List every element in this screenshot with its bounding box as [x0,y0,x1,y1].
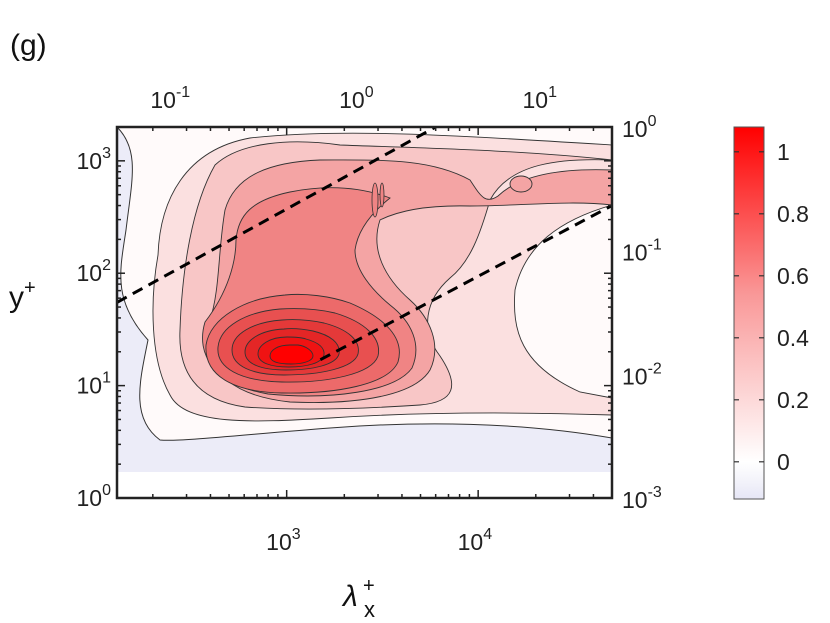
right-tick-label: 10-3 [622,484,662,513]
y-tick-labels: 100 101 102 103 [77,145,112,511]
x-axis-label-sub: x [364,597,375,622]
right-tick-label: 10-1 [622,237,662,266]
y-axis-label: y+ [9,277,36,314]
top-tick-labels: 10-1 100 101 [150,84,557,113]
contour-level-10 [269,344,314,365]
dashed-reference-line [117,127,437,304]
right-tick-labels: 100 10-1 10-2 10-3 [622,113,662,513]
top-tick-label: 100 [339,84,374,113]
tick-marks [117,126,613,499]
low-band [117,472,612,498]
contour-streak [371,182,379,218]
colorbar-tick-label: 0 [777,449,790,475]
colorbar-tick-label: 0.4 [777,325,809,351]
contour-fill [117,127,612,472]
colorbar-tick-label: 0.2 [777,387,809,413]
panel-label: (g) [10,29,47,62]
x-tick-label: 104 [458,526,493,555]
contour-island [509,175,533,193]
reference-lines [117,127,612,362]
colorbar-tick-label: 0.8 [777,201,809,227]
right-tick-label: 100 [622,113,657,142]
colorbar-tick-label: 0.6 [777,263,809,289]
colorbar [733,126,765,500]
y-tick-label: 100 [77,482,112,511]
y-tick-label: 103 [77,145,112,174]
y-tick-label: 101 [77,370,112,399]
top-tick-label: 101 [523,84,558,113]
x-tick-label: 103 [266,526,301,555]
x-tick-labels: 103 104 [266,526,492,555]
right-tick-label: 10-2 [622,360,662,389]
y-tick-label: 102 [77,257,112,286]
colorbar-tick-label: 1 [777,139,790,165]
contour-streak [379,182,385,208]
plot-frame [115,125,614,500]
dashed-reference-line [319,204,612,362]
x-axis-label: λ [341,580,358,613]
colorbar-ticks [734,151,764,463]
x-axis-label-sup: + [363,575,375,597]
top-tick-label: 10-1 [150,84,190,113]
colorbar-labels: 0 0.2 0.4 0.6 0.8 1 [777,139,809,475]
